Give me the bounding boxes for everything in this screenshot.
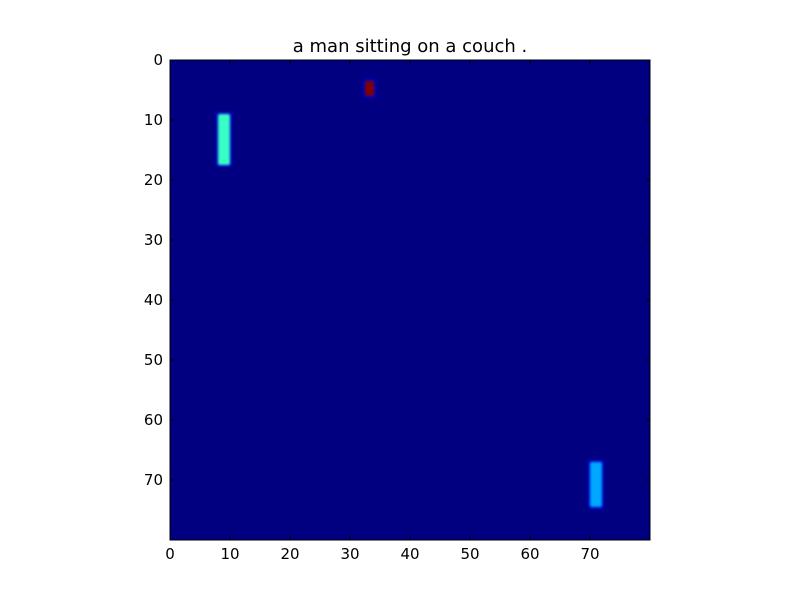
x-tick-label: 40 [400, 545, 419, 563]
x-axis: 0 10 20 30 40 50 60 70 [165, 60, 600, 563]
heatmap-background [170, 60, 650, 540]
y-tick-label: 10 [144, 111, 163, 129]
y-tick-label: 40 [144, 291, 163, 309]
y-tick-label: 20 [144, 171, 163, 189]
heatmap-region-3 [365, 81, 374, 96]
x-tick-label: 0 [165, 545, 175, 563]
heatmap-region-2 [590, 462, 602, 507]
x-tick-label: 10 [220, 545, 239, 563]
y-tick-label: 30 [144, 231, 163, 249]
y-tick-label: 50 [144, 351, 163, 369]
heatmap-regions [216, 79, 604, 509]
x-tick-label: 30 [340, 545, 359, 563]
y-axis: 0 10 20 30 40 50 60 70 [144, 51, 650, 489]
x-tick-label: 50 [460, 545, 479, 563]
chart-title: a man sitting on a couch . [293, 36, 527, 57]
y-tick-label: 0 [153, 51, 163, 69]
y-tick-label: 70 [144, 471, 163, 489]
x-tick-label: 70 [580, 545, 599, 563]
x-tick-label: 20 [280, 545, 299, 563]
x-tick-label: 60 [520, 545, 539, 563]
y-tick-label: 60 [144, 411, 163, 429]
heatmap-region-1 [218, 114, 230, 165]
